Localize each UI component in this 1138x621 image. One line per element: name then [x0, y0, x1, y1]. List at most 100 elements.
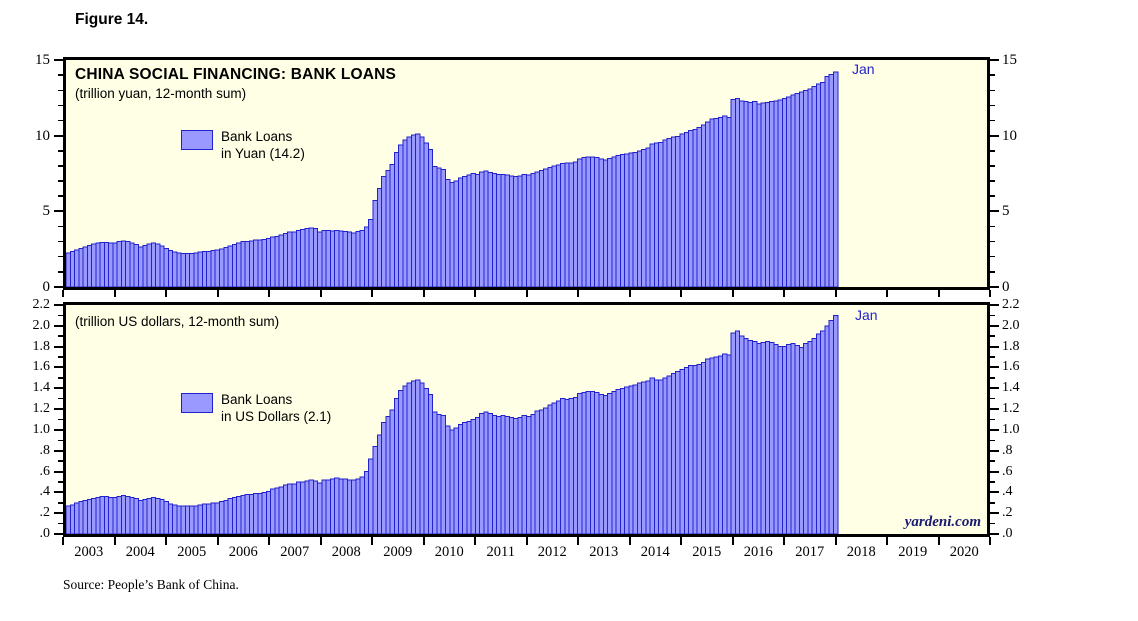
y-tick [990, 460, 995, 462]
y-tick [58, 271, 63, 273]
x-tick [834, 290, 837, 297]
chart-subtitle-yuan: (trillion yuan, 12-month sum) [75, 86, 247, 101]
y-tick [58, 502, 63, 504]
x-year-label: 2007 [280, 544, 310, 560]
x-year-label: 2009 [383, 544, 413, 560]
y-tick [990, 150, 995, 152]
y-tick-label-right: 2.0 [1002, 317, 1020, 333]
y-tick-label-right: 1.2 [1002, 401, 1020, 417]
x-tick [577, 290, 579, 297]
y-tick [990, 418, 995, 421]
x-tick [680, 537, 682, 545]
x-tick [474, 290, 476, 297]
y-tick-label-right: .2 [1002, 505, 1013, 521]
y-tick [990, 255, 995, 258]
y-tick-label-left: .2 [39, 505, 51, 521]
y-tick [990, 195, 995, 197]
x-year-label: 2012 [537, 544, 567, 560]
y-tick-label-left: .6 [39, 463, 51, 479]
legend-label-yuan: Bank Loans in Yuan (14.2) [221, 128, 305, 162]
legend-line1: Bank Loans [221, 129, 293, 144]
y-tick [58, 150, 63, 152]
bar-series [66, 314, 839, 534]
x-tick [937, 290, 940, 297]
y-tick [54, 408, 63, 411]
y-tick [990, 449, 999, 452]
y-tick-label-right: 1.4 [1002, 380, 1020, 396]
y-tick [58, 439, 63, 442]
y-tick [990, 345, 999, 348]
x-year-label: 2013 [589, 544, 619, 560]
y-tick-label-left: .4 [39, 484, 51, 500]
y-tick [58, 165, 63, 167]
legend-swatch-yuan [181, 130, 213, 150]
x-year-label: 2010 [434, 544, 464, 560]
y-tick-label-right: 0 [1002, 279, 1010, 295]
y-tick-label-left: 2.0 [32, 317, 51, 333]
legend-label-usd: Bank Loans in US Dollars (2.1) [221, 391, 331, 425]
y-tick-label-right: 2.2 [1002, 297, 1020, 312]
y-tick [54, 59, 63, 61]
y-tick-label-right: 1.0 [1002, 421, 1020, 437]
x-tick [628, 290, 631, 297]
y-tick-label-right: .8 [1002, 442, 1013, 458]
x-year-label: 2014 [640, 544, 670, 560]
x-tick [834, 537, 837, 545]
y-tick [990, 533, 999, 535]
x-tick [989, 537, 991, 545]
bars-yuan [66, 71, 839, 287]
x-tick [165, 537, 167, 545]
y-tick-label-right: 10 [1002, 127, 1017, 144]
y-tick [990, 104, 995, 107]
y-tick [990, 512, 999, 515]
y-tick-label-left: 2.2 [32, 297, 51, 312]
y-tick [990, 377, 995, 379]
y-tick [54, 286, 63, 288]
y-tick [990, 470, 999, 473]
x-tick [62, 290, 64, 297]
x-tick [525, 537, 528, 545]
x-year-label: 2016 [743, 544, 773, 560]
panel-yuan: CHINA SOCIAL FINANCING: BANK LOANS (tril… [63, 57, 990, 290]
x-tick [371, 290, 373, 297]
x-tick [216, 290, 219, 297]
y-tick [990, 335, 995, 337]
y-tick [58, 522, 63, 525]
x-tick [113, 537, 116, 545]
y-tick-label-left: 1.8 [32, 338, 51, 354]
x-year-label: 2011 [486, 544, 515, 560]
y-tick-label-right: 15 [1002, 52, 1017, 68]
y-tick [58, 481, 63, 483]
y-tick [58, 195, 63, 197]
y-tick-label-right: 1.6 [1002, 359, 1020, 375]
x-year-label: 2020 [949, 544, 979, 560]
y-tick [58, 89, 63, 92]
y-tick-label-right: .6 [1002, 463, 1013, 479]
x-year-label: 2005 [177, 544, 207, 560]
y-tick-label-left: 0 [42, 279, 51, 295]
y-tick [54, 470, 63, 473]
chart-subtitle-usd: (trillion US dollars, 12-month sum) [75, 314, 280, 329]
y-tick [58, 418, 63, 421]
y-tick [54, 345, 63, 348]
jan-annotation-yuan: Jan [852, 61, 875, 77]
y-tick [54, 304, 63, 306]
legend-line2: in US Dollars (2.1) [221, 409, 332, 424]
x-tick [319, 290, 322, 297]
y-tick [990, 314, 995, 317]
x-tick [731, 290, 734, 297]
y-tick-label-left: 1.4 [32, 380, 51, 396]
y-tick [990, 428, 999, 431]
source-note: Source: People’s Bank of China. [63, 577, 239, 592]
y-tick [990, 286, 999, 288]
x-tick [989, 290, 991, 297]
x-tick [165, 290, 167, 297]
x-tick [886, 290, 888, 297]
x-year-label: 2003 [74, 544, 104, 560]
y-tick [990, 408, 999, 411]
x-tick [680, 290, 682, 297]
y-tick [54, 512, 63, 515]
x-tick [216, 537, 219, 545]
x-tick [319, 537, 322, 545]
